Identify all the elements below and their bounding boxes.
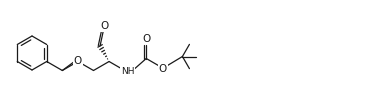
Text: O: O: [100, 21, 108, 31]
Text: O: O: [142, 33, 151, 44]
Text: O: O: [159, 63, 167, 74]
Text: NH: NH: [121, 67, 135, 76]
Text: O: O: [74, 56, 82, 66]
